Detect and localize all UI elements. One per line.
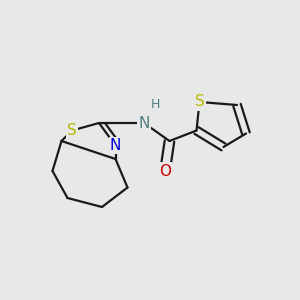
Text: N: N [138, 116, 150, 130]
Text: H: H [151, 98, 160, 111]
Text: O: O [159, 164, 171, 178]
Text: S: S [67, 123, 77, 138]
Text: S: S [195, 94, 204, 110]
Text: N: N [110, 138, 121, 153]
